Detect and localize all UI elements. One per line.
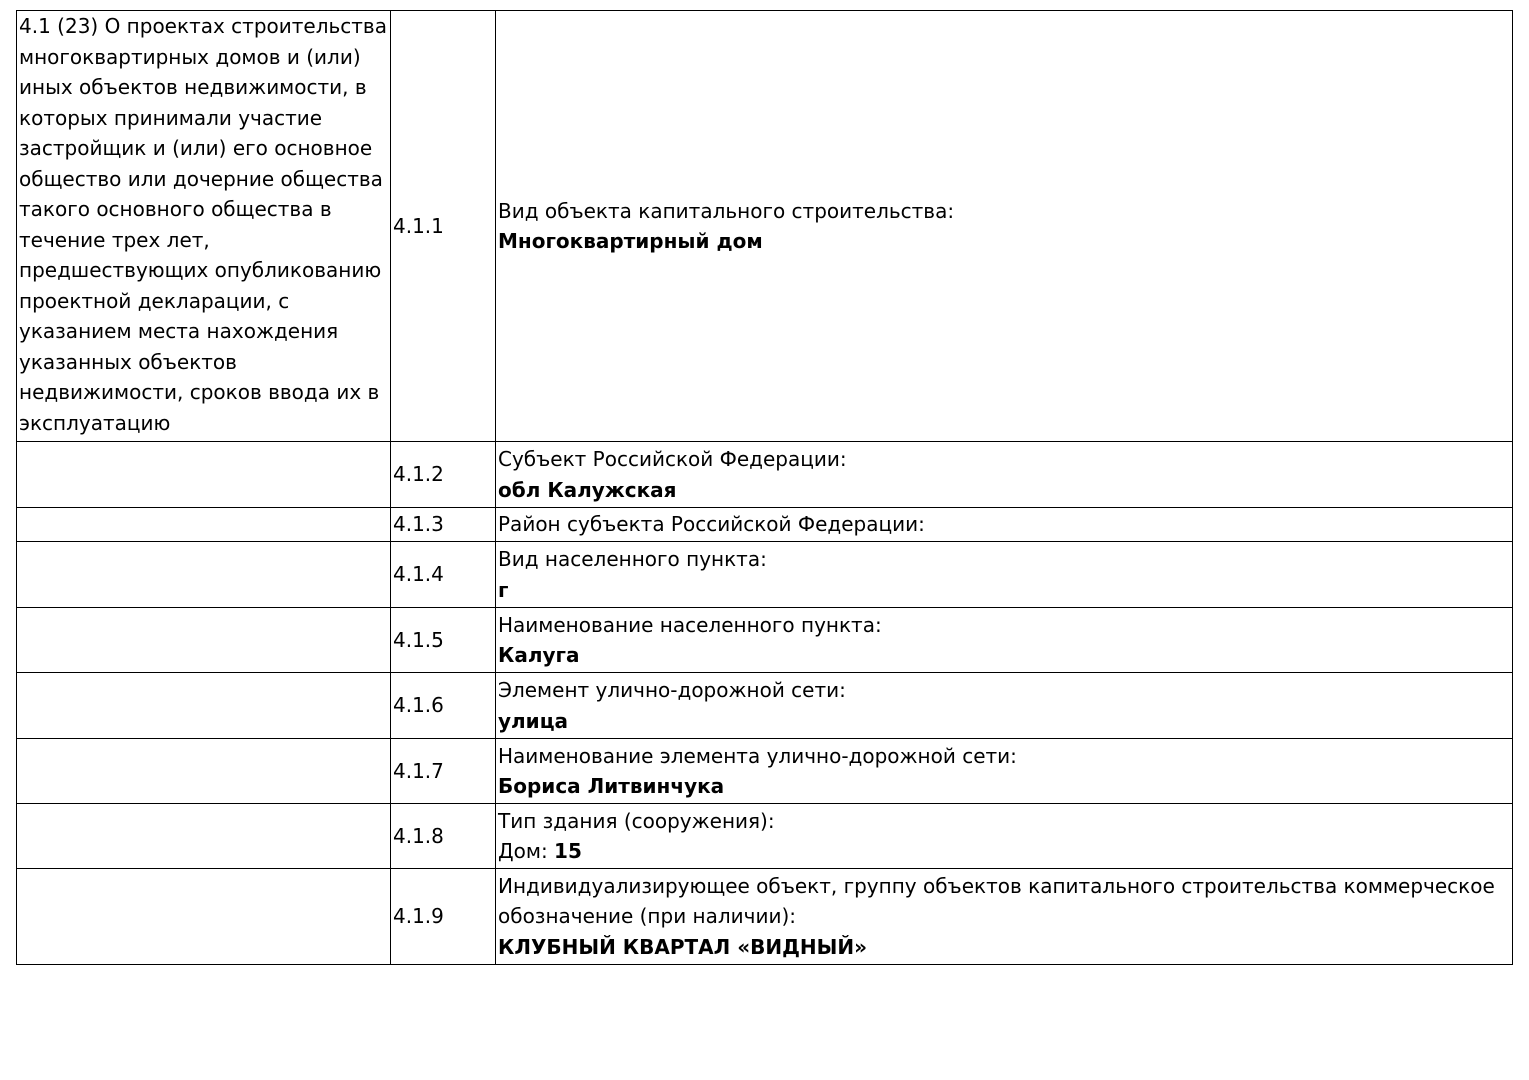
table-row: 4.1.9 Индивидуализирующее объект, группу … [16, 868, 1513, 965]
item-code: 4.1.9 [390, 868, 496, 965]
table-row: 4.1.5 Наименование населенного пункта: Кал… [16, 607, 1513, 673]
item-label: Вид населенного пункта: [498, 547, 767, 571]
item-content: Вид населенного пункта: г [495, 541, 1513, 608]
table-row: 4.1.3 Район субъекта Российской Федерации… [16, 507, 1513, 542]
item-value: обл Калужская [498, 477, 677, 502]
item-value-prefix: Дом: [498, 839, 555, 863]
item-value-line: Многоквартирный дом [498, 226, 1510, 257]
item-value-line: Калуга [498, 640, 1510, 671]
item-code: 4.1.7 [390, 738, 496, 804]
section-cell [16, 868, 391, 965]
item-value-line: улица [498, 706, 1510, 737]
item-value: улица [498, 708, 569, 733]
item-value-line: КЛУБНЫЙ КВАРТАЛ «ВИДНЫЙ» [498, 932, 1510, 963]
table-row: 4.1.7 Наименование элемента улично-дорожн… [16, 738, 1513, 804]
section-cell [16, 803, 391, 869]
item-value: Бориса Литвинчука [498, 774, 725, 798]
item-content: Наименование населенного пункта: Калуга [495, 607, 1513, 673]
section-cell [16, 607, 391, 673]
item-value: 15 [554, 839, 582, 863]
item-content: Субъект Российской Федерации: обл Калужск… [495, 441, 1513, 508]
item-code: 4.1.4 [390, 541, 496, 608]
section-cell [16, 541, 391, 608]
item-label: Элемент улично-дорожной сети: [498, 678, 846, 702]
section-cell [16, 507, 391, 542]
item-code: 4.1.2 [390, 441, 496, 508]
item-code: 4.1.8 [390, 803, 496, 869]
item-content: Вид объекта капитального строительства: М… [495, 10, 1513, 442]
declaration-table: 4.1 (23) О проектах строительства многок… [16, 10, 1513, 965]
item-label: Наименование элемента улично-дорожной се… [498, 743, 1017, 768]
item-content: Наименование элемента улично-дорожной се… [495, 738, 1513, 804]
item-label: Субъект Российской Федерации: [498, 447, 847, 471]
table-row: 4.1 (23) О проектах строительства многок… [16, 10, 1513, 442]
item-label: Индивидуализирующее объект, группу объек… [498, 873, 1495, 929]
item-value: КЛУБНЫЙ КВАРТАЛ «ВИДНЫЙ» [498, 934, 868, 959]
table-row: 4.1.8 Тип здания (сооружения): Дом: 15 [16, 803, 1513, 869]
item-code: 4.1.3 [390, 507, 496, 542]
item-code: 4.1.5 [390, 607, 496, 673]
item-content: Элемент улично-дорожной сети: улица [495, 672, 1513, 739]
item-label: Район субъекта Российской Федерации: [498, 512, 925, 537]
item-content: Тип здания (сооружения): Дом: 15 [495, 803, 1513, 869]
item-code: 4.1.6 [390, 672, 496, 739]
item-content: Район субъекта Российской Федерации: [495, 507, 1513, 542]
section-cell [16, 441, 391, 508]
section-cell [16, 672, 391, 739]
item-value-line: Бориса Литвинчука [498, 771, 1510, 802]
item-value-line: обл Калужская [498, 475, 1510, 506]
section-cell [16, 738, 391, 804]
section-title: 4.1 (23) О проектах строительства многок… [16, 10, 391, 442]
item-label: Наименование населенного пункта: [498, 612, 882, 637]
table-row: 4.1.4 Вид населенного пункта: г [16, 541, 1513, 608]
table-row: 4.1.6 Элемент улично-дорожной сети: улица [16, 672, 1513, 739]
item-value-line: г [498, 575, 1510, 606]
item-label: Тип здания (сооружения): [498, 808, 775, 833]
item-value-line: Дом: 15 [498, 836, 1510, 867]
item-value: Многоквартирный дом [498, 229, 763, 253]
item-label: Вид объекта капитального строительства: [498, 198, 955, 223]
item-content: Индивидуализирующее объект, группу объек… [495, 868, 1513, 965]
table-row: 4.1.2 Субъект Российской Федерации: обл Ка… [16, 441, 1513, 508]
item-value: г [498, 577, 509, 602]
item-value: Калуга [498, 643, 580, 667]
item-code: 4.1.1 [390, 10, 496, 442]
